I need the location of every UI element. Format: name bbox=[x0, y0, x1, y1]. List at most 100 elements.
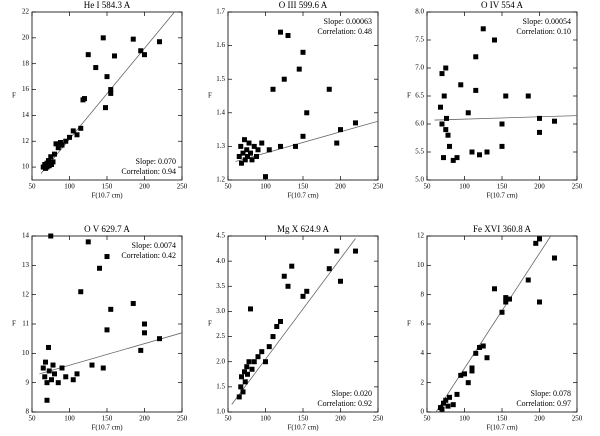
y-tick-label: 1.3 bbox=[216, 142, 225, 150]
point bbox=[270, 86, 276, 92]
y-tick-label: 2.0 bbox=[216, 357, 225, 365]
point bbox=[245, 371, 250, 377]
point bbox=[78, 125, 84, 131]
point bbox=[469, 365, 475, 371]
point bbox=[43, 359, 48, 365]
point bbox=[443, 65, 449, 71]
point bbox=[248, 150, 253, 156]
point bbox=[55, 145, 61, 151]
x-tick-label: 200 bbox=[534, 183, 545, 191]
point bbox=[251, 143, 257, 149]
point bbox=[48, 154, 54, 160]
y-tick-label: 1.5 bbox=[216, 75, 225, 83]
annotation: Slope: 0.00063 bbox=[324, 17, 372, 26]
point bbox=[278, 29, 283, 35]
y-tick-label: 10 bbox=[417, 261, 425, 269]
y-tick-label: 10 bbox=[22, 163, 30, 171]
y-tick-label: 1.7 bbox=[216, 8, 225, 16]
x-tick-label: 150 bbox=[298, 183, 309, 191]
y-tick-label: 6.0 bbox=[415, 120, 424, 128]
point bbox=[492, 286, 497, 292]
x-tick-label: 200 bbox=[139, 415, 150, 423]
y-axis-label: F bbox=[407, 92, 411, 100]
point bbox=[278, 143, 283, 149]
point bbox=[465, 110, 471, 116]
point bbox=[552, 118, 557, 124]
panel: O IV 554 A 50 100 150 200 250 5.0 5.5 6.0 6.5 7.0 7… bbox=[407, 0, 583, 200]
point bbox=[503, 295, 509, 301]
point bbox=[441, 93, 447, 99]
point bbox=[499, 309, 505, 315]
point bbox=[338, 278, 343, 284]
point bbox=[74, 371, 80, 377]
point bbox=[281, 273, 287, 279]
annotation: Correlation: 0.48 bbox=[317, 27, 372, 36]
point bbox=[52, 371, 57, 377]
point bbox=[469, 368, 475, 374]
y-tick-label: 11 bbox=[22, 320, 29, 328]
point bbox=[492, 37, 497, 43]
y-axis-label: F bbox=[208, 92, 212, 100]
point bbox=[112, 53, 117, 59]
plot-frame bbox=[426, 235, 578, 413]
x-axis-label: F(10.7 cm) bbox=[91, 192, 123, 200]
point bbox=[285, 283, 291, 289]
point bbox=[441, 155, 446, 161]
point bbox=[52, 151, 57, 157]
y-tick-label: 8 bbox=[421, 290, 425, 298]
panel: O V 629.7 A 50 100 150 200 250 8 9 10 11 12 13 14 F(1… bbox=[12, 224, 188, 432]
point bbox=[55, 380, 61, 386]
point bbox=[450, 402, 456, 408]
point bbox=[142, 321, 147, 327]
y-tick-label: 6 bbox=[421, 320, 425, 328]
point bbox=[296, 66, 302, 72]
point bbox=[443, 397, 449, 403]
point bbox=[473, 87, 479, 93]
x-tick-label: 250 bbox=[572, 415, 583, 423]
point bbox=[353, 120, 358, 126]
point bbox=[473, 350, 479, 356]
x-tick-label: 100 bbox=[64, 183, 75, 191]
y-tick-label: 12 bbox=[417, 232, 425, 240]
point bbox=[278, 318, 283, 324]
point bbox=[458, 372, 464, 378]
y-axis-label: F bbox=[12, 92, 16, 100]
point bbox=[458, 82, 464, 88]
x-tick-label: 200 bbox=[139, 183, 150, 191]
point bbox=[89, 362, 95, 368]
point bbox=[44, 397, 50, 403]
y-tick-label: 13 bbox=[22, 261, 30, 269]
point bbox=[100, 35, 106, 41]
point bbox=[438, 104, 443, 110]
annotation: Slope: 0.020 bbox=[332, 389, 372, 398]
y-tick-label: 18 bbox=[22, 59, 30, 67]
point bbox=[334, 140, 340, 146]
point bbox=[484, 149, 490, 155]
panel: O III 599.6 A 50 100 150 200 250 1.2 1.3 1.4 1.5 1… bbox=[208, 0, 384, 200]
x-tick-label: 50 bbox=[29, 415, 37, 423]
annotation: Correlation: 0.97 bbox=[516, 399, 571, 408]
y-axis-label: F bbox=[407, 320, 411, 328]
point bbox=[263, 174, 268, 180]
point bbox=[97, 265, 102, 271]
point bbox=[480, 26, 486, 32]
x-tick-label: 200 bbox=[534, 415, 545, 423]
x-tick-label: 100 bbox=[260, 415, 271, 423]
y-tick-label: 10 bbox=[22, 349, 30, 357]
y-tick-label: 7.5 bbox=[415, 36, 424, 44]
point bbox=[439, 406, 445, 412]
x-tick-label: 150 bbox=[102, 415, 113, 423]
point bbox=[130, 300, 136, 306]
point bbox=[85, 239, 91, 245]
point bbox=[238, 384, 244, 390]
point bbox=[326, 266, 332, 272]
point bbox=[245, 153, 250, 159]
x-tick-label: 100 bbox=[260, 183, 271, 191]
point bbox=[507, 296, 512, 302]
point bbox=[104, 254, 110, 260]
y-tick-label: 5.5 bbox=[415, 148, 424, 156]
point bbox=[138, 48, 144, 54]
annotation: Correlation: 0.10 bbox=[516, 27, 571, 36]
point bbox=[469, 149, 475, 155]
point bbox=[240, 150, 246, 156]
